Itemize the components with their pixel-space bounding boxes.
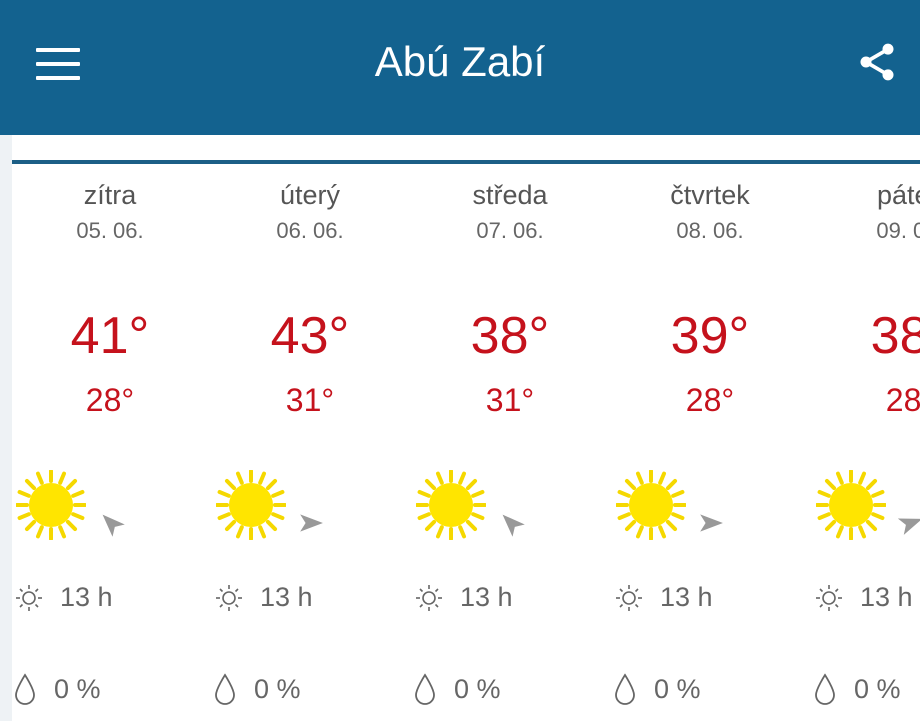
sun-icon [16, 470, 86, 540]
wind-direction-icon [502, 514, 525, 537]
daylight: 13 h [14, 582, 113, 613]
forecast-card [12, 135, 920, 721]
hamburger-icon[interactable] [36, 48, 80, 80]
day-name: úterý [279, 180, 341, 210]
day-date: 07. 06. [476, 218, 544, 243]
daylight-sun-icon [616, 584, 642, 611]
day-column[interactable]: zítra 05. 06. 41° 28° 13 h 0 % [10, 170, 210, 721]
precipitation-chance: 0 % [854, 673, 901, 704]
wind-direction-icon [897, 518, 920, 535]
daylight: 13 h [814, 582, 913, 613]
app-bar: Abú Zabí [0, 0, 920, 135]
precipitation-chance: 0 % [654, 673, 701, 704]
high-temperature: 41° [70, 307, 150, 365]
daylight-sun-icon [816, 584, 842, 611]
day-date: 08. 06. [676, 218, 744, 243]
sun-icon [616, 470, 686, 540]
day-name: zítra [83, 180, 137, 210]
day-date: 05. 06. [76, 218, 144, 243]
precipitation: 0 % [814, 673, 901, 705]
low-temperature: 31° [485, 382, 535, 418]
low-temperature: 28° [885, 382, 920, 418]
raindrop-icon [215, 673, 235, 705]
raindrop-icon [815, 673, 835, 705]
precipitation: 0 % [414, 673, 501, 705]
daylight-hours: 13 h [260, 582, 313, 612]
low-temperature: 28° [685, 382, 735, 418]
daylight-sun-icon [216, 584, 242, 611]
day-date: 06. 06. [276, 218, 344, 243]
precipitation-chance: 0 % [454, 673, 501, 704]
day-name: pátek [876, 180, 920, 210]
wind-direction-icon [102, 514, 125, 537]
high-temperature: 43° [270, 307, 350, 365]
sun-icon [216, 470, 286, 540]
precipitation: 0 % [14, 673, 101, 705]
raindrop-icon [415, 673, 435, 705]
precipitation: 0 % [214, 673, 301, 705]
low-temperature: 31° [285, 382, 335, 418]
divider [12, 160, 920, 164]
day-name: středa [472, 180, 548, 210]
day-column[interactable]: pátek 09. 06. 38° 28° 13 h 0 % [810, 170, 920, 721]
day-column[interactable]: středa 07. 06. 38° 31° 13 h 0 % [410, 170, 610, 721]
share-icon[interactable] [855, 40, 899, 84]
daylight: 13 h [214, 582, 313, 613]
sun-icon [416, 470, 486, 540]
day-column[interactable]: čtvrtek 08. 06. 39° 28° 13 h 0 % [610, 170, 810, 721]
sun-icon [816, 470, 886, 540]
daylight-hours: 13 h [660, 582, 713, 612]
daylight-sun-icon [16, 584, 42, 611]
precipitation-chance: 0 % [54, 673, 101, 704]
daylight-hours: 13 h [460, 582, 513, 612]
day-column[interactable]: úterý 06. 06. 43° 31° 13 h 0 % [210, 170, 410, 721]
daylight: 13 h [414, 582, 513, 613]
daylight-hours: 13 h [860, 582, 913, 612]
raindrop-icon [615, 673, 635, 705]
high-temperature: 39° [670, 307, 750, 365]
daylight-hours: 13 h [60, 582, 113, 612]
high-temperature: 38° [870, 307, 920, 365]
day-date: 09. 06. [876, 218, 920, 243]
daylight: 13 h [614, 582, 713, 613]
low-temperature: 28° [85, 382, 135, 418]
high-temperature: 38° [470, 307, 550, 365]
raindrop-icon [15, 673, 35, 705]
page-title: Abú Zabí [374, 38, 546, 85]
wind-direction-icon [300, 514, 323, 532]
wind-direction-icon [700, 514, 723, 532]
precipitation: 0 % [614, 673, 701, 705]
daylight-sun-icon [416, 584, 442, 611]
precipitation-chance: 0 % [254, 673, 301, 704]
day-name: čtvrtek [670, 180, 750, 210]
